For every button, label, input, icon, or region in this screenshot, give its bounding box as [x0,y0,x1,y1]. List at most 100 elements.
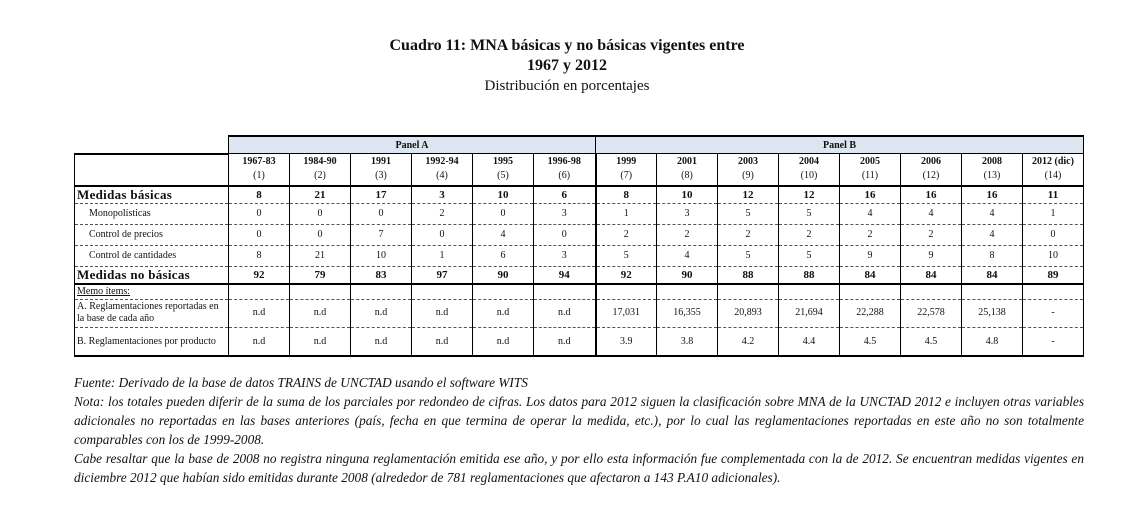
table-cell: 8 [228,185,290,204]
blank-cell [74,136,229,155]
table-cell: 10 [472,185,534,204]
table-cell: n.d [533,299,596,328]
table-cell: 4.8 [961,327,1023,357]
table-cell: 1 [411,245,473,267]
notes: Fuente: Derivado de la base de datos TRA… [74,373,1084,487]
table-cell: 10 [656,185,718,204]
column-year: 1995 [493,156,513,168]
table-cell: 0 [350,203,412,225]
column-header: 1995 (5) [472,153,534,187]
table-row: Monopolísticas 0 0 0 2 0 3 1 3 5 5 4 4 4 1 [74,203,1084,225]
table-cell [961,283,1023,300]
table-cell: 3 [533,245,596,267]
table-cell: n.d [472,299,534,328]
table-cell: 0 [228,224,290,246]
table-cell: 0 [411,224,473,246]
table-row: Memo ítems: [74,283,1084,300]
table-row: A. Reglamentaciones reportadas en la bas… [74,299,1084,328]
column-header: 2001 (8) [656,153,718,187]
table-cell: 5 [717,203,779,225]
column-number: (13) [983,170,1001,182]
table-cell: 17 [350,185,412,204]
table-cell: 1 [594,203,657,225]
table-cell: n.d [289,299,351,328]
column-year: 1967-83 [242,156,276,168]
column-year: 2004 [799,156,819,168]
column-header: 2003 (9) [717,153,779,187]
column-year: 1996-98 [547,156,581,168]
table-cell [900,283,962,300]
panel-header-row: Panel A Panel B [74,135,1084,155]
table-cell: 4 [472,224,534,246]
column-year: 1992-94 [425,156,459,168]
table-cell: 3 [411,185,473,204]
table-cell: 5 [778,203,840,225]
column-year: 2005 [860,156,880,168]
table-cell [594,283,657,300]
table-cell: 2 [900,224,962,246]
table-cell: 3 [533,203,596,225]
table-cell: 16 [961,185,1023,204]
column-header-row: 1967-83 (1) 1984-90 (2) 1991 (3) 1992-94 (4) 199… [74,153,1084,187]
table-row: Medidas no básicas 92 79 83 97 90 94 92 90 88 88 84… [74,266,1084,285]
table-cell [656,283,718,300]
column-year: 2006 [921,156,941,168]
column-year: 2012 (dic) [1032,156,1074,168]
table-cell: 4 [656,245,718,267]
table-cell: 4.5 [839,327,901,357]
panel-b-header: Panel B [595,135,1084,154]
table-cell: 2 [717,224,779,246]
table-cell: 21,694 [778,299,840,328]
table-cell: n.d [228,327,290,357]
column-year: 1991 [371,156,391,168]
note: Nota: los totales pueden diferir de la s… [74,394,1084,447]
column-number: (7) [620,170,633,182]
table-cell: n.d [350,299,412,328]
table-cell: 12 [778,185,840,204]
note-2008: Cabe resaltar que la base de 2008 no reg… [74,451,1084,485]
table-cell: 4 [961,224,1023,246]
table-cell: 2 [839,224,901,246]
table-cell: 5 [717,245,779,267]
table-cell: 83 [350,266,412,285]
panel-a-header: Panel A [228,135,596,154]
column-header: 1991 (3) [350,153,412,187]
table-cell: 16 [839,185,901,204]
table-cell: 10 [1022,245,1084,267]
row-label: Memo ítems: [74,283,229,300]
table-cell: 0 [472,203,534,225]
title-line-1: Cuadro 11: MNA básicas y no básicas vige… [389,37,745,54]
table-cell [778,283,840,300]
row-label: Medidas no básicas [74,266,229,285]
table-cell: 12 [717,185,779,204]
table-cell: 92 [594,266,657,285]
table-cell: 22,578 [900,299,962,328]
table-cell: 89 [1022,266,1084,285]
column-header: 2004 (10) [778,153,840,187]
table-cell: 5 [778,245,840,267]
table-cell: 84 [961,266,1023,285]
table-row: Control de precios 0 0 7 0 4 0 2 2 2 2 2 2 4 0 [74,224,1084,246]
table-cell: 2 [778,224,840,246]
subtitle: Distribución en porcentajes [484,78,650,94]
column-header: 2005 (11) [839,153,901,187]
column-year: 2008 [982,156,1002,168]
table-cell: 22,288 [839,299,901,328]
table-cell: 11 [1022,185,1084,204]
column-number: (1) [253,170,265,182]
table-cell: 8 [961,245,1023,267]
row-label: A. Reglamentaciones reportadas en la bas… [74,299,229,328]
table-cell: 6 [472,245,534,267]
table-cell: 5 [594,245,657,267]
column-number: (12) [922,170,940,182]
table-cell: 16 [900,185,962,204]
table-cell: 21 [289,245,351,267]
table-cell: 79 [289,266,351,285]
table-cell: 3.8 [656,327,718,357]
column-number: (2) [314,170,326,182]
table-cell: 9 [900,245,962,267]
column-header: 2006 (12) [900,153,962,187]
table-cell [1022,283,1084,300]
column-header: 1967-83 (1) [228,153,290,187]
table-cell: - [1022,299,1084,328]
